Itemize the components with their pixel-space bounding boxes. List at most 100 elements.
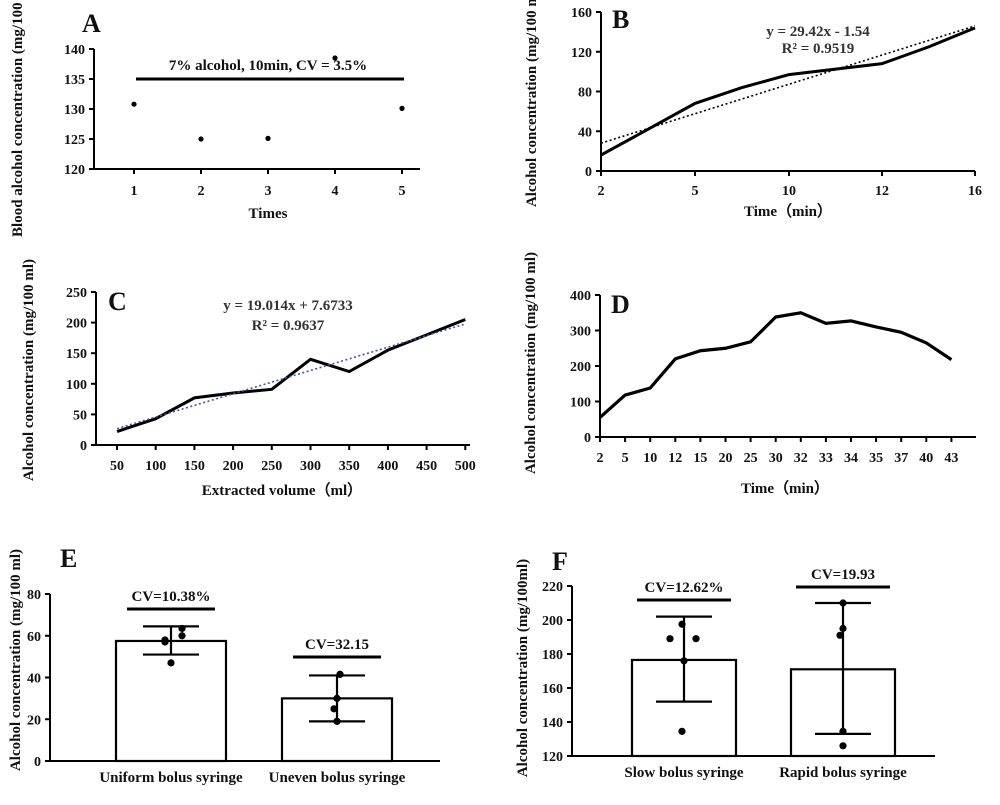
- x-tick-label: 34: [844, 451, 858, 466]
- series-line: [598, 311, 953, 419]
- data-point: [666, 635, 674, 643]
- x-axis-title: Times: [249, 206, 288, 222]
- x-category-label: Uniform bolus syringe: [99, 770, 243, 786]
- data-point: [161, 636, 169, 644]
- x-category-label: Slow bolus syringe: [624, 765, 744, 781]
- cv-annotation: 7% alcohol, 10min, CV = 3.5%: [169, 58, 367, 74]
- cv-label: CV=12.62%: [645, 580, 724, 596]
- y-tick-label: 160: [542, 682, 563, 697]
- y-axis-title: Alcohol concentration (mg/100ml): [515, 559, 531, 777]
- data-point: [178, 632, 186, 640]
- y-axis-title: Alcohol concentration (mg/100 ml): [524, 0, 540, 207]
- y-tick-label: 130: [64, 103, 85, 118]
- data-point: [678, 727, 686, 735]
- x-tick-label: 300: [300, 459, 321, 474]
- x-tick-label: 12: [875, 184, 889, 199]
- x-axis-title: Time（min）: [741, 479, 829, 497]
- x-tick-label: 20: [719, 451, 733, 466]
- data-point: [332, 55, 338, 61]
- y-tick-label: 40: [578, 125, 592, 140]
- x-tick-label: 5: [622, 451, 629, 466]
- data-point: [131, 101, 137, 107]
- y-tick-label: 220: [542, 580, 563, 595]
- x-tick-label: 2: [198, 184, 205, 199]
- x-category-label: Uneven bolus syringe: [269, 770, 406, 786]
- x-tick-label: 1: [131, 184, 138, 199]
- bar: [114, 639, 228, 763]
- data-point: [333, 694, 341, 702]
- cv-label: CV=10.38%: [132, 589, 211, 605]
- y-tick-label: 120: [64, 163, 85, 178]
- x-tick-label: 25: [744, 451, 758, 466]
- y-axis-title: Alcohol concentration (mg/100 ml): [8, 549, 24, 771]
- data-point: [167, 659, 175, 667]
- x-tick-label: 16: [968, 184, 982, 199]
- trendline: [116, 323, 466, 430]
- x-tick-label: 200: [223, 459, 244, 474]
- y-tick-label: 80: [578, 86, 592, 101]
- y-tick-label: 20: [27, 713, 41, 728]
- y-axis-title: Alcohol concentration (mg/100 ml): [523, 252, 539, 474]
- y-tick-label: 40: [27, 672, 41, 687]
- data-point: [265, 135, 271, 141]
- panel-label-c: C: [108, 287, 127, 316]
- x-tick-label: 40: [919, 451, 933, 466]
- data-point: [839, 742, 847, 750]
- y-tick-label: 100: [570, 396, 591, 411]
- y-tick-label: 180: [542, 648, 563, 663]
- y-tick-label: 160: [571, 6, 592, 21]
- y-tick-label: 150: [66, 347, 87, 362]
- x-tick-label: 15: [693, 451, 707, 466]
- y-tick-label: 120: [542, 750, 563, 765]
- x-axis-title: Time（min）: [744, 202, 832, 220]
- y-tick-label: 60: [27, 630, 41, 645]
- x-tick-label: 400: [377, 459, 398, 474]
- cv-label: CV=19.93: [811, 567, 875, 583]
- panel-label-a: A: [82, 9, 101, 38]
- y-tick-label: 50: [73, 408, 87, 423]
- data-point: [839, 599, 847, 607]
- y-tick-label: 140: [64, 43, 85, 58]
- y-tick-label: 135: [64, 73, 85, 88]
- x-tick-label: 43: [944, 451, 958, 466]
- series-line: [600, 26, 976, 157]
- y-tick-label: 300: [570, 325, 591, 340]
- panel-label-b: B: [612, 5, 629, 34]
- data-point: [680, 657, 688, 665]
- x-tick-label: 32: [794, 451, 808, 466]
- y-tick-label: 0: [34, 755, 41, 770]
- data-point: [678, 620, 686, 628]
- y-axis-title: Alcohol concentration (mg/100 ml): [21, 259, 37, 481]
- data-point: [330, 705, 338, 713]
- data-point: [399, 105, 405, 111]
- x-tick-label: 33: [819, 451, 833, 466]
- series-line: [116, 318, 466, 433]
- y-tick-label: 200: [570, 360, 591, 375]
- data-point: [839, 727, 847, 735]
- x-tick-label: 2: [597, 451, 604, 466]
- x-tick-label: 30: [769, 451, 783, 466]
- x-category-label: Rapid bolus syringe: [779, 765, 907, 781]
- x-tick-label: 12: [668, 451, 682, 466]
- y-tick-label: 100: [66, 378, 87, 393]
- x-tick-label: 350: [339, 459, 360, 474]
- y-tick-label: 400: [570, 289, 591, 304]
- y-tick-label: 120: [571, 46, 592, 61]
- x-tick-label: 50: [110, 459, 124, 474]
- y-tick-label: 250: [66, 286, 87, 301]
- data-point: [336, 670, 344, 678]
- trendline-equation: y = 19.014x + 7.6733: [223, 298, 353, 314]
- x-tick-label: 37: [894, 451, 908, 466]
- x-tick-label: 10: [782, 184, 796, 199]
- y-tick-label: 140: [542, 716, 563, 731]
- trendline-equation: y = 29.42x - 1.54: [766, 24, 870, 40]
- x-tick-label: 450: [416, 459, 437, 474]
- x-tick-label: 150: [184, 459, 205, 474]
- y-tick-label: 200: [542, 614, 563, 629]
- x-tick-label: 2: [598, 184, 605, 199]
- data-point: [836, 631, 844, 639]
- panel-label-d: D: [611, 290, 630, 319]
- y-tick-label: 200: [66, 317, 87, 332]
- x-tick-label: 100: [145, 459, 166, 474]
